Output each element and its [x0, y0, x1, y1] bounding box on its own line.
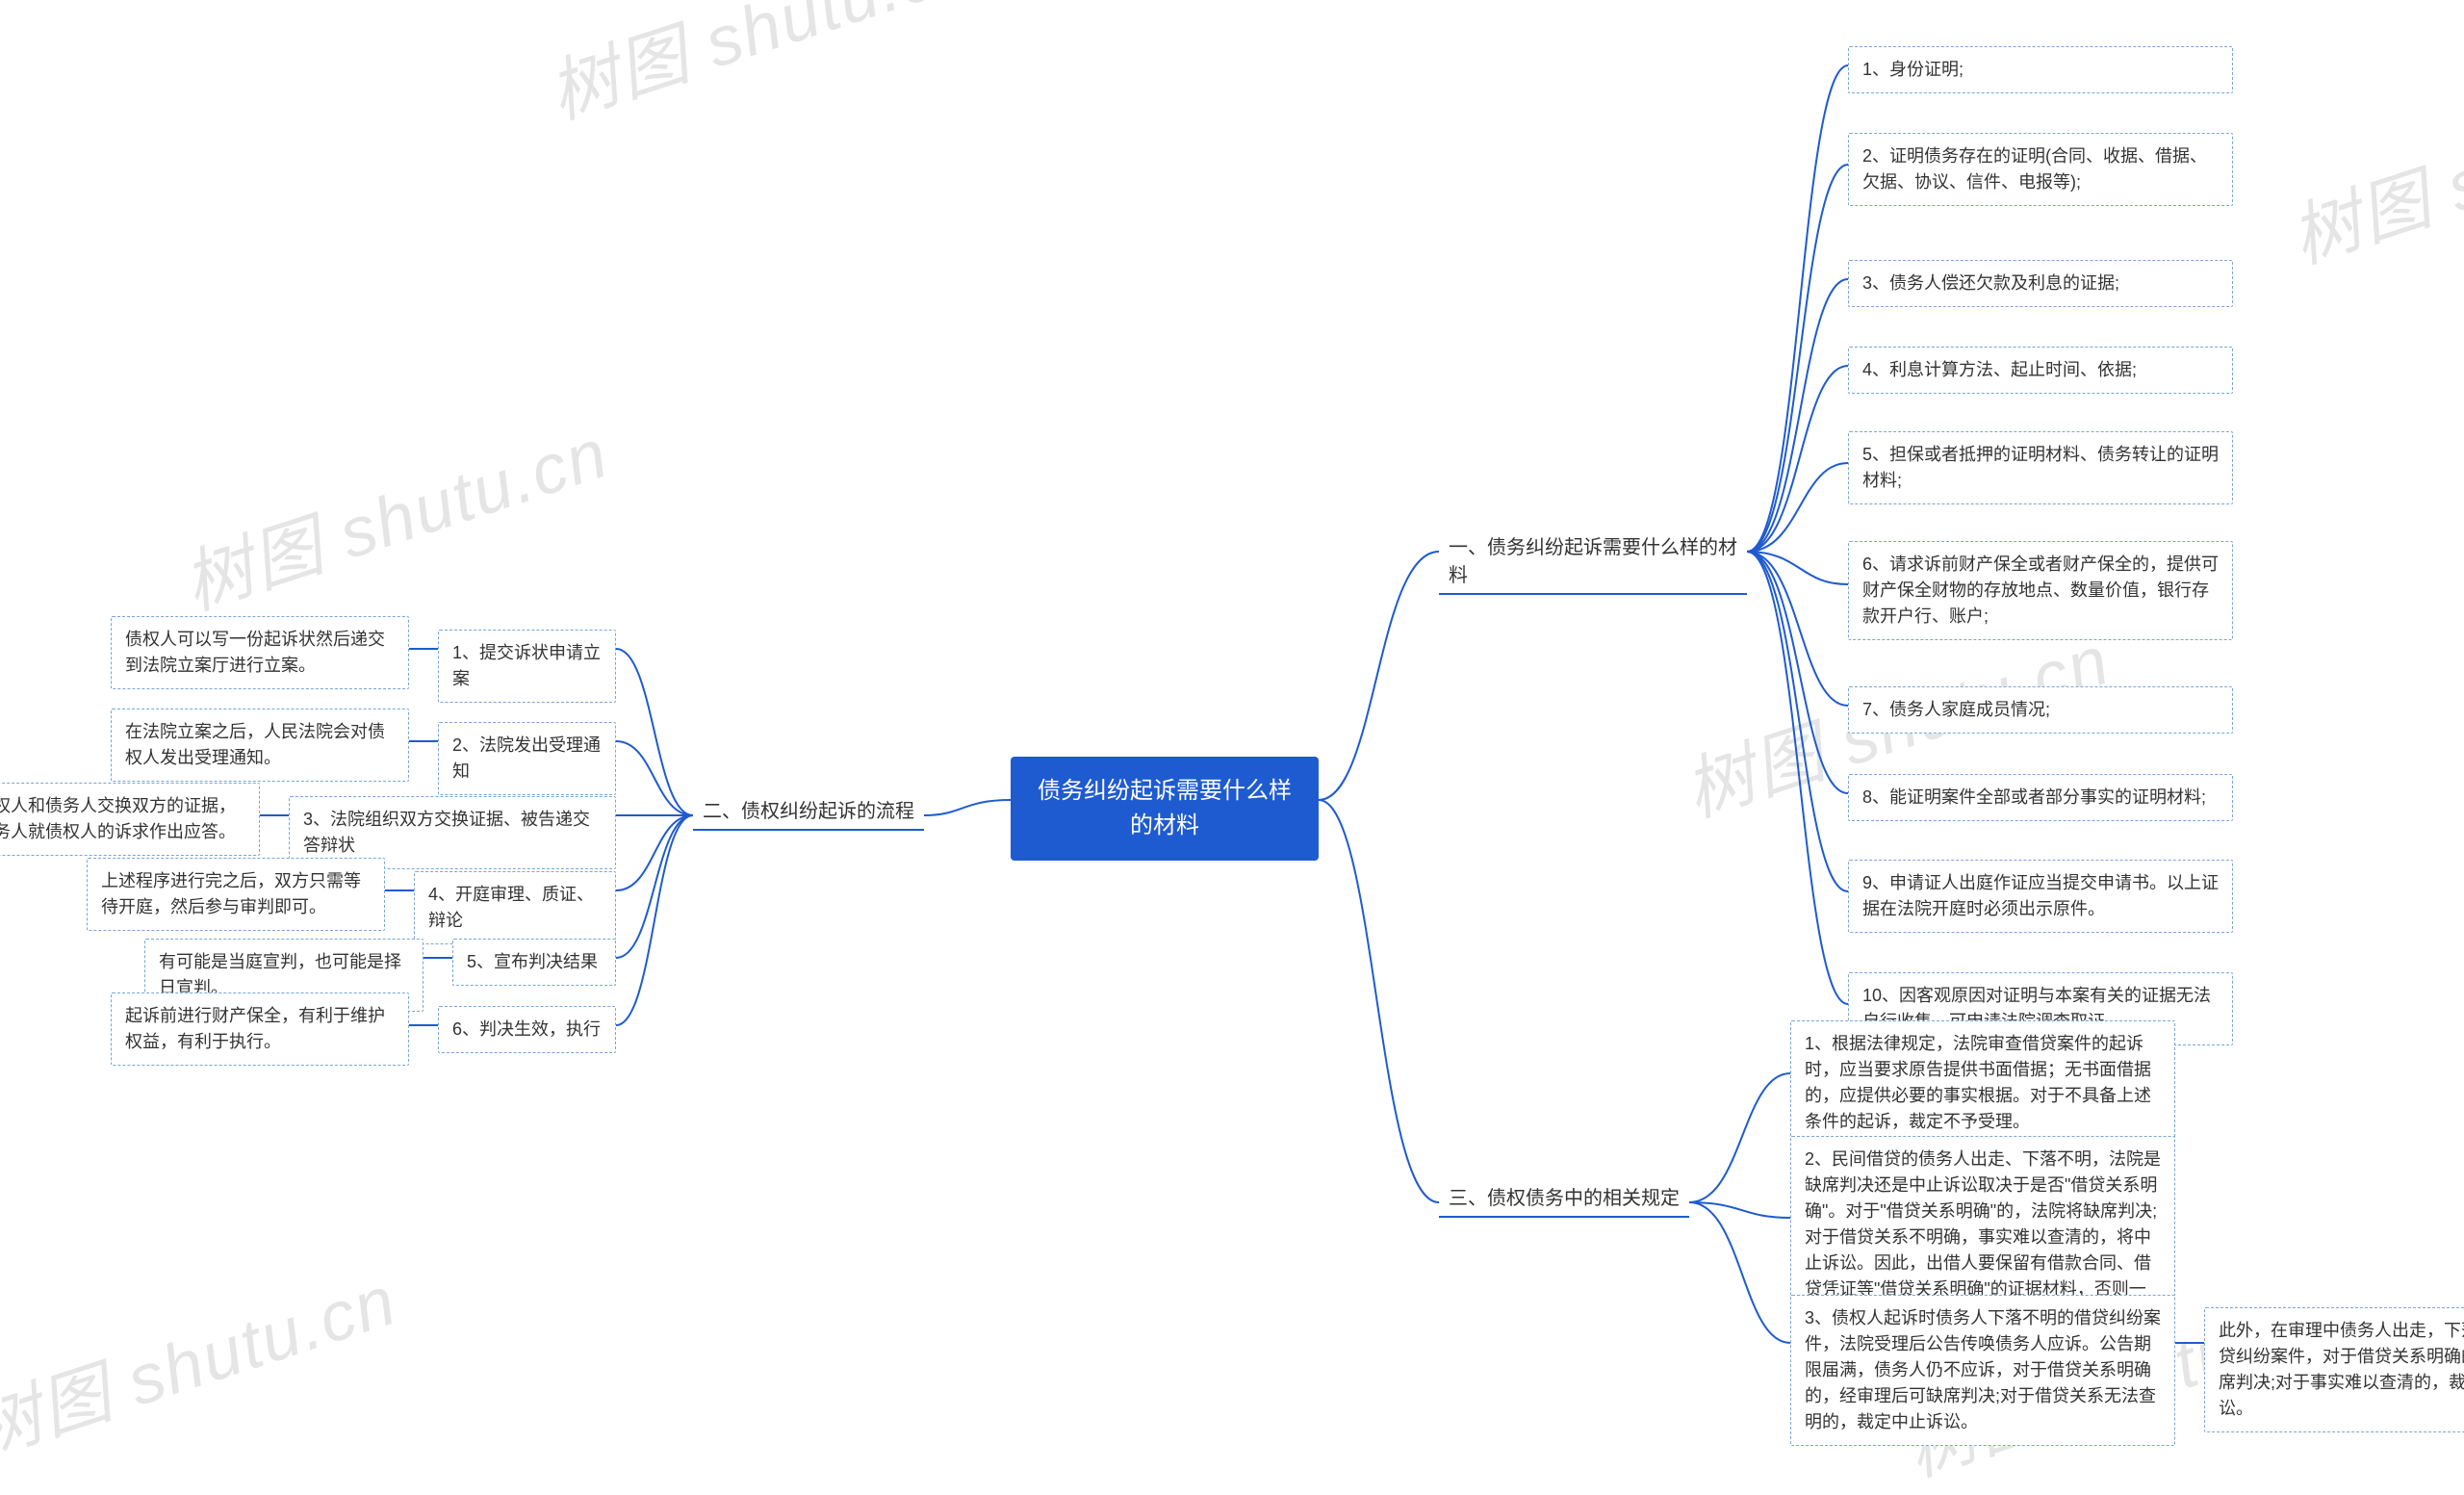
mindmap-canvas: 树图 shutu.cn 树图 shutu.cn 树图 shutu.cn 树图 s… [0, 0, 2464, 1406]
watermark: 树图 shutu.cn [168, 397, 619, 629]
b1-item-9: 9、申请证人出庭作证应当提交申请书。以上证据在法院开庭时必须出示原件。 [1848, 860, 2233, 933]
b1-item-6: 6、请求诉前财产保全或者财产保全的，提供可财产保全财物的存放地点、数量价值，银行… [1848, 541, 2233, 640]
b3-item-3-extra: 此外，在审理中债务人出走，下落不明的借贷纠纷案件，对于借贷关系明确的，可以缺席判… [2204, 1307, 2464, 1432]
watermark: 树图 shutu.cn [0, 1244, 407, 1476]
branch-2: 二、债权纠纷起诉的流程 [693, 789, 924, 831]
b1-item-3: 3、债务人偿还欠款及利息的证据; [1848, 260, 2233, 307]
b2-detail-4: 上述程序进行完之后，双方只需等待开庭，然后参与审判即可。 [87, 858, 385, 931]
b1-item-5: 5、担保或者抵押的证明材料、债务转让的证明材料; [1848, 431, 2233, 504]
branch-2-label: 二、债权纠纷起诉的流程 [703, 801, 914, 822]
b2-step-6: 6、判决生效，执行 [438, 1006, 616, 1053]
branch-3: 三、债权债务中的相关规定 [1439, 1176, 1689, 1218]
b1-item-2: 2、证明债务存在的证明(合同、收据、借据、欠据、协议、信件、电报等); [1848, 133, 2233, 206]
b3-item-1: 1、根据法律规定，法院审查借贷案件的起诉时，应当要求原告提供书面借据；无书面借据… [1790, 1020, 2175, 1146]
b2-detail-1: 债权人可以写一份起诉状然后递交到法院立案厅进行立案。 [111, 616, 409, 689]
branch-1: 一、债务纠纷起诉需要什么样的材料 [1439, 526, 1747, 595]
root-text: 债务纠纷起诉需要什么样的材料 [1038, 778, 1292, 838]
b1-item-8: 8、能证明案件全部或者部分事实的证明材料; [1848, 774, 2233, 821]
watermark: 树图 shutu.cn [534, 0, 985, 138]
b2-step-5: 5、宣布判决结果 [452, 939, 616, 986]
b2-detail-6: 起诉前进行财产保全，有利于维护权益，有利于执行。 [111, 992, 409, 1066]
b2-step-4: 4、开庭审理、质证、辩论 [414, 871, 616, 944]
b2-detail-3: 债权人和债务人交换双方的证据，债务人就债权人的诉求作出应答。 [0, 783, 260, 856]
b1-item-4: 4、利息计算方法、起止时间、依据; [1848, 347, 2233, 394]
branch-3-label: 三、债权债务中的相关规定 [1449, 1188, 1680, 1209]
watermark: 树图 shutu.cn [2276, 50, 2464, 282]
b1-item-7: 7、债务人家庭成员情况; [1848, 686, 2233, 734]
b3-item-3: 3、债权人起诉时债务人下落不明的借贷纠纷案件，法院受理后公告传唤债务人应诉。公告… [1790, 1295, 2175, 1446]
b2-step-2: 2、法院发出受理通知 [438, 722, 616, 795]
b1-item-1: 1、身份证明; [1848, 46, 2233, 93]
b2-step-1: 1、提交诉状申请立案 [438, 630, 616, 703]
branch-1-label: 一、债务纠纷起诉需要什么样的材料 [1449, 537, 1737, 586]
b2-detail-2: 在法院立案之后，人民法院会对债权人发出受理通知。 [111, 709, 409, 782]
root-node: 债务纠纷起诉需要什么样的材料 [1011, 757, 1319, 861]
